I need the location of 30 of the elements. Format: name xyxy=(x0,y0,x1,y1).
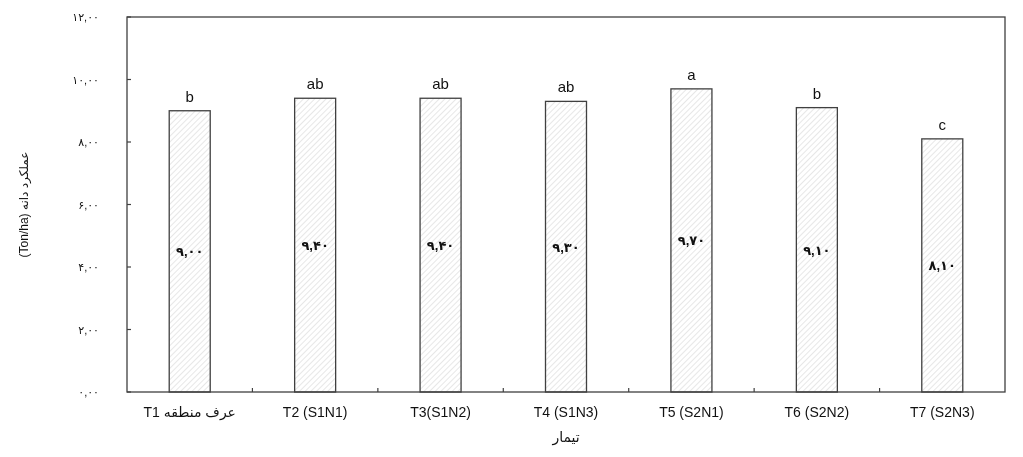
y-tick-label: ۸,۰۰ xyxy=(78,136,99,148)
x-tick-label: T7 (S2N3) xyxy=(910,404,975,420)
data-label: ۹,۴۰ xyxy=(301,238,329,254)
annotation: ab xyxy=(306,75,324,93)
x-tick-label: T4 (S1N3) xyxy=(533,404,599,420)
y-tick-label: ۶,۰۰ xyxy=(78,198,99,211)
data-label: ۹,۱۰ xyxy=(803,242,831,258)
annotation: c xyxy=(938,115,947,133)
x-axis-title: تیمار xyxy=(551,429,580,446)
x-tick-label: T3(S1N2) xyxy=(410,404,471,420)
x-tick-label: T5 (S2N1) xyxy=(659,404,724,420)
annotation: b xyxy=(185,87,194,105)
x-tick-label: T2 (S1N1) xyxy=(282,404,348,420)
annotation: a xyxy=(687,65,697,83)
annotation: b xyxy=(812,84,822,102)
y-tick-label: ۱۰,۰۰ xyxy=(72,73,99,86)
y-tick-label: ۲,۰۰ xyxy=(78,323,99,336)
annotation: ab xyxy=(432,75,449,93)
x-tick-label: T6 (S2N2) xyxy=(784,404,850,420)
x-tick-label: T1 عرف منطقه xyxy=(143,404,236,421)
data-label: ۹,۳۰ xyxy=(552,239,580,255)
data-label: ۸,۱۰ xyxy=(928,258,956,274)
data-label: ۹,۴۰ xyxy=(426,238,455,254)
data-label: ۹,۰۰ xyxy=(176,244,204,260)
y-axis-title: عملکرد دانه (Ton/ha) xyxy=(17,151,32,258)
annotation: ab xyxy=(557,78,575,96)
y-tick-label: ۱۲,۰۰ xyxy=(72,11,99,23)
data-label: ۹,۷۰ xyxy=(677,233,706,249)
y-tick-label: ۰,۰۰ xyxy=(78,386,99,398)
y-tick-label: ۴,۰۰ xyxy=(78,261,99,273)
